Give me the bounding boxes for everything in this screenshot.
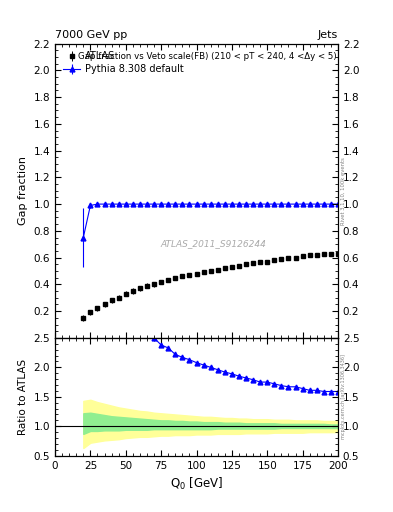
Y-axis label: Gap fraction: Gap fraction — [18, 156, 28, 225]
Text: ATLAS_2011_S9126244: ATLAS_2011_S9126244 — [160, 239, 266, 248]
Legend: ATLAS, Pythia 8.308 default: ATLAS, Pythia 8.308 default — [60, 48, 187, 77]
X-axis label: Q$_0$ [GeV]: Q$_0$ [GeV] — [170, 476, 223, 492]
Text: Rivet 3.1.10, 100k events: Rivet 3.1.10, 100k events — [341, 157, 346, 225]
Text: Gap fraction vs Veto scale(FB) (210 < pT < 240, 4 <Δy < 5): Gap fraction vs Veto scale(FB) (210 < pT… — [78, 52, 336, 61]
Y-axis label: Ratio to ATLAS: Ratio to ATLAS — [18, 359, 28, 435]
Text: 7000 GeV pp: 7000 GeV pp — [55, 30, 127, 40]
Text: mcplots.cern.ch [arXiv:1306.3436]: mcplots.cern.ch [arXiv:1306.3436] — [341, 354, 346, 439]
Text: Jets: Jets — [318, 30, 338, 40]
